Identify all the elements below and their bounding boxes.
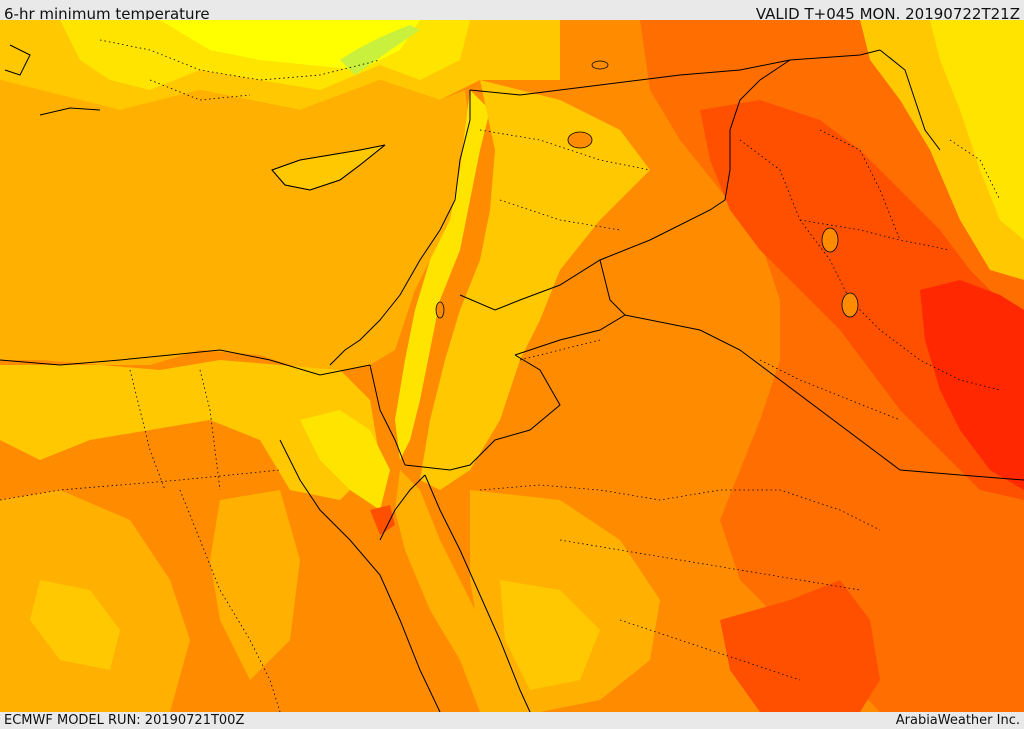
region-ne-pale	[930, 20, 1024, 240]
sinai-yellow	[300, 410, 390, 510]
map-svg	[0, 20, 1024, 712]
map-title: 6-hr minimum temperature	[4, 5, 210, 23]
egypt-west-yellow	[30, 580, 120, 670]
internal-boundaries	[0, 39, 1001, 712]
footer-bar: ECMWF MODEL RUN: 20190721T00Z ArabiaWeat…	[0, 712, 1024, 729]
temperature-map	[0, 20, 1024, 712]
levant-inland-yellow	[420, 80, 650, 490]
iraq-red-orange	[700, 100, 1024, 500]
lakes	[435, 60, 859, 319]
credit-label: ArabiaWeather Inc.	[895, 713, 1020, 728]
levant-yellow-strip	[395, 90, 490, 460]
header-bar: 6-hr minimum temperature VALID T+045 MON…	[0, 0, 1024, 23]
region-turkey-green	[340, 25, 420, 75]
red-sea-spot	[370, 505, 395, 535]
egypt-center-patch	[210, 490, 300, 680]
gulf-red	[920, 280, 1024, 490]
red-sea	[395, 470, 520, 712]
saudi-yellow-patch	[500, 580, 600, 690]
model-run-label: ECMWF MODEL RUN: 20190721T00Z	[4, 713, 245, 728]
country-borders	[0, 44, 1024, 712]
mediterranean-sea	[0, 80, 470, 375]
egypt-north-light	[0, 360, 380, 500]
saudi-south-red	[720, 580, 880, 712]
valid-time: VALID T+045 MON. 20190722T21Z	[755, 5, 1020, 23]
